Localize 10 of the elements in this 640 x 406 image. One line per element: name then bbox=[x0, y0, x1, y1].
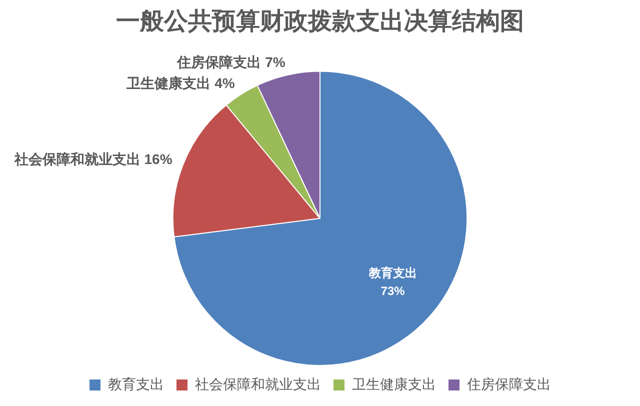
chart-title: 一般公共预算财政拨款支出决算结构图 bbox=[116, 8, 524, 36]
category-label: 住房保障支出 7% bbox=[177, 54, 286, 70]
legend-label: 住房保障支出 bbox=[466, 376, 551, 392]
category-label: 卫生健康支出 4% bbox=[126, 75, 235, 92]
legend-label: 社会保障和就业支出 bbox=[195, 376, 321, 392]
data-label: 73% bbox=[380, 284, 406, 298]
slice-label: 教育支出 bbox=[368, 266, 417, 280]
legend-label: 教育支出 bbox=[108, 376, 164, 392]
legend-label: 卫生健康支出 bbox=[352, 376, 436, 392]
category-label: 社会保障和就业支出 16% bbox=[14, 150, 172, 167]
